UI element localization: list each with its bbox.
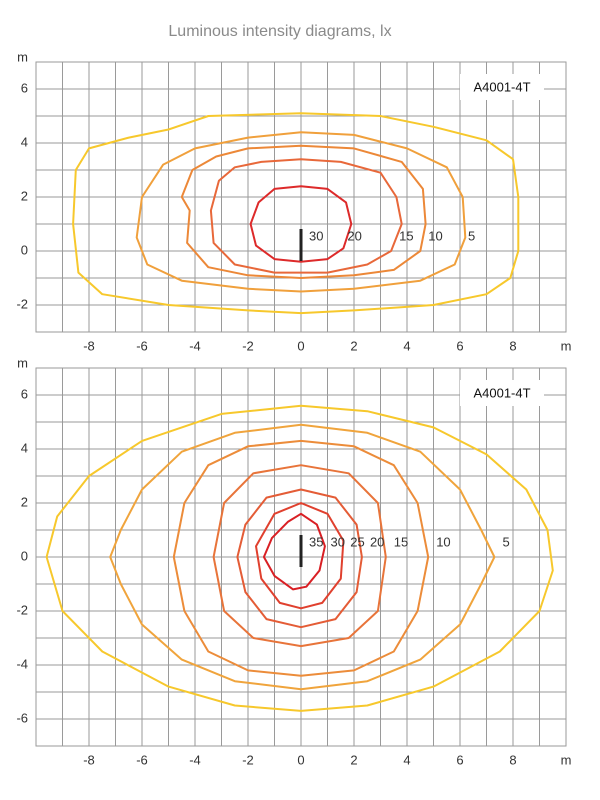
page-title: Luminous intensity diagrams, lx xyxy=(168,23,391,40)
model-label-bg xyxy=(460,380,544,406)
y-tick-label: -6 xyxy=(16,710,28,725)
x-tick-label: 2 xyxy=(350,338,357,353)
x-axis-unit: m xyxy=(561,752,572,767)
y-tick-label: -2 xyxy=(16,602,28,617)
x-tick-label: 0 xyxy=(297,752,304,767)
contour-label: 20 xyxy=(370,534,384,549)
contour-line xyxy=(135,131,467,293)
model-label-bg xyxy=(460,74,544,100)
contour-label: 35 xyxy=(309,534,323,549)
y-tick-label: 0 xyxy=(21,242,28,257)
contour-label: 5 xyxy=(502,534,509,549)
contour-line xyxy=(262,512,326,591)
contour-label: 15 xyxy=(399,228,413,243)
contour-line xyxy=(172,439,430,677)
y-tick-label: -4 xyxy=(16,656,28,671)
contour-label: 10 xyxy=(436,534,450,549)
y-tick-label: 0 xyxy=(21,548,28,563)
contour-line xyxy=(45,404,554,712)
contour-line xyxy=(72,112,520,315)
x-tick-label: -6 xyxy=(136,338,148,353)
y-tick-label: 4 xyxy=(21,440,28,455)
contour-label: 20 xyxy=(347,228,361,243)
x-tick-label: 2 xyxy=(350,752,357,767)
contour-label: 30 xyxy=(309,228,323,243)
x-tick-label: -8 xyxy=(83,752,95,767)
x-tick-label: 6 xyxy=(456,338,463,353)
x-tick-label: -2 xyxy=(242,338,254,353)
model-label: A4001-4T xyxy=(473,385,530,400)
contour-line xyxy=(212,464,387,648)
y-tick-label: 2 xyxy=(21,188,28,203)
contour-line xyxy=(109,423,496,691)
x-axis-unit: m xyxy=(561,338,572,353)
contour-label: 15 xyxy=(394,534,408,549)
x-tick-label: 4 xyxy=(403,752,410,767)
y-axis-unit: m xyxy=(17,49,28,64)
y-tick-label: 4 xyxy=(21,134,28,149)
contour-line xyxy=(180,144,427,279)
contour-label: 30 xyxy=(330,534,344,549)
y-tick-label: 6 xyxy=(21,80,28,95)
x-tick-label: 0 xyxy=(297,338,304,353)
contour-line xyxy=(236,488,363,629)
y-axis-unit: m xyxy=(17,355,28,370)
x-tick-label: -8 xyxy=(83,338,95,353)
model-label: A4001-4T xyxy=(473,79,530,94)
contour-line xyxy=(255,502,345,610)
x-tick-label: -6 xyxy=(136,752,148,767)
contour-line xyxy=(249,185,353,263)
x-tick-label: -2 xyxy=(242,752,254,767)
x-tick-label: -4 xyxy=(189,752,201,767)
contour-label: 5 xyxy=(468,228,475,243)
x-tick-label: -4 xyxy=(189,338,201,353)
x-tick-label: 8 xyxy=(509,338,516,353)
contour-label: 25 xyxy=(350,534,364,549)
y-tick-label: -2 xyxy=(16,296,28,311)
contour-label: 10 xyxy=(428,228,442,243)
x-tick-label: 4 xyxy=(403,338,410,353)
y-tick-label: 6 xyxy=(21,386,28,401)
y-tick-label: 2 xyxy=(21,494,28,509)
x-tick-label: 6 xyxy=(456,752,463,767)
contour-line xyxy=(209,158,403,274)
x-tick-label: 8 xyxy=(509,752,516,767)
